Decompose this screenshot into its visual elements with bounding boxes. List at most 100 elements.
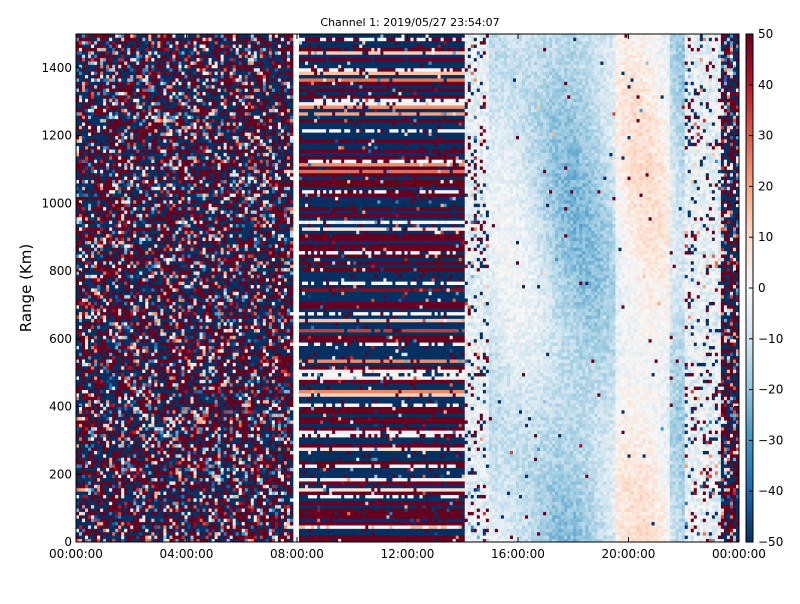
heatmap-cell (79, 413, 82, 417)
heatmap-cell (85, 410, 88, 414)
heatmap-cell (94, 203, 97, 207)
heatmap-cell (103, 410, 106, 414)
heatmap-cell (127, 407, 130, 411)
heatmap-cell (103, 427, 106, 431)
heatmap-cell (94, 64, 97, 68)
heatmap-cell (106, 457, 109, 461)
heatmap-cell (136, 498, 139, 502)
heatmap-cell (97, 41, 100, 45)
heatmap-cell (76, 85, 79, 89)
heatmap-cell (115, 335, 118, 339)
heatmap-cell (127, 261, 130, 265)
heatmap-cell (136, 407, 139, 411)
heatmap-cell (118, 92, 121, 96)
heatmap-cell (106, 359, 109, 363)
heatmap-cell (94, 403, 97, 407)
heatmap-cell (145, 518, 148, 522)
heatmap-cell (79, 183, 82, 187)
heatmap-cell (88, 522, 91, 526)
heatmap-cell (106, 112, 109, 116)
heatmap-cell (100, 37, 103, 41)
heatmap-cell (154, 295, 157, 299)
heatmap-cell (103, 149, 106, 153)
heatmap-cell (157, 112, 160, 116)
heatmap-cell (100, 176, 103, 180)
heatmap-cell (76, 105, 79, 109)
heatmap-cell (136, 207, 139, 211)
heatmap-cell (115, 383, 118, 387)
heatmap-cell (172, 261, 175, 265)
heatmap-cell (136, 109, 139, 113)
heatmap-cell (160, 386, 163, 390)
heatmap-cell (169, 139, 172, 143)
heatmap-cell (118, 383, 121, 387)
heatmap-cell (124, 322, 127, 326)
heatmap-cell (94, 440, 97, 444)
heatmap-cell (169, 88, 172, 92)
heatmap-cell (166, 207, 169, 211)
heatmap-cell (121, 403, 124, 407)
heatmap-cell (82, 518, 85, 522)
heatmap-cell (121, 444, 124, 448)
heatmap-cell (76, 203, 79, 207)
heatmap-cell (145, 444, 148, 448)
heatmap-cell (100, 64, 103, 68)
heatmap-cell (136, 163, 139, 167)
heatmap-cell (112, 234, 115, 238)
heatmap-cell (166, 335, 169, 339)
heatmap-cell (88, 241, 91, 245)
heatmap-cell (154, 274, 157, 278)
heatmap-cell (94, 95, 97, 99)
heatmap-cell (109, 369, 112, 373)
heatmap-cell (79, 427, 82, 431)
heatmap-cell (82, 37, 85, 41)
heatmap-cell (142, 400, 145, 404)
heatmap-cell (109, 461, 112, 465)
heatmap-cell (130, 75, 133, 79)
heatmap-cell (160, 512, 163, 516)
heatmap-cell (163, 495, 166, 499)
heatmap-cell (109, 505, 112, 509)
heatmap-cell (172, 149, 175, 153)
heatmap-cell (112, 261, 115, 265)
heatmap-cell (133, 451, 136, 455)
heatmap-cell (109, 119, 112, 123)
heatmap-cell (142, 132, 145, 136)
heatmap-cell (121, 268, 124, 272)
heatmap-cell (151, 471, 154, 475)
heatmap-cell (136, 471, 139, 475)
heatmap-cell (109, 213, 112, 217)
heatmap-cell (103, 535, 106, 539)
heatmap-cell (133, 430, 136, 434)
heatmap-cell (166, 359, 169, 363)
heatmap-cell (160, 400, 163, 404)
heatmap-cell (148, 193, 151, 197)
heatmap-cell (172, 227, 175, 231)
heatmap-cell (94, 285, 97, 289)
heatmap-cell (100, 434, 103, 438)
heatmap-cell (97, 410, 100, 414)
heatmap-cell (79, 105, 82, 109)
heatmap-cell (82, 258, 85, 262)
heatmap-cell (169, 213, 172, 217)
heatmap-cell (115, 356, 118, 360)
heatmap-cell (166, 224, 169, 228)
heatmap-cell (139, 295, 142, 299)
heatmap-cell (124, 512, 127, 516)
heatmap-cell (118, 105, 121, 109)
heatmap-cell (142, 220, 145, 224)
heatmap-cell (145, 58, 148, 62)
heatmap-cell (118, 183, 121, 187)
heatmap-cell (163, 173, 166, 177)
heatmap-cell (160, 220, 163, 224)
heatmap-cell (100, 95, 103, 99)
heatmap-cell (103, 54, 106, 58)
heatmap-cell (79, 332, 82, 336)
heatmap-cell (91, 302, 94, 306)
heatmap-cell (118, 434, 121, 438)
heatmap-cell (166, 495, 169, 499)
heatmap-cell (121, 295, 124, 299)
heatmap-cell (97, 112, 100, 116)
heatmap-cell (97, 329, 100, 333)
heatmap-cell (157, 376, 160, 380)
